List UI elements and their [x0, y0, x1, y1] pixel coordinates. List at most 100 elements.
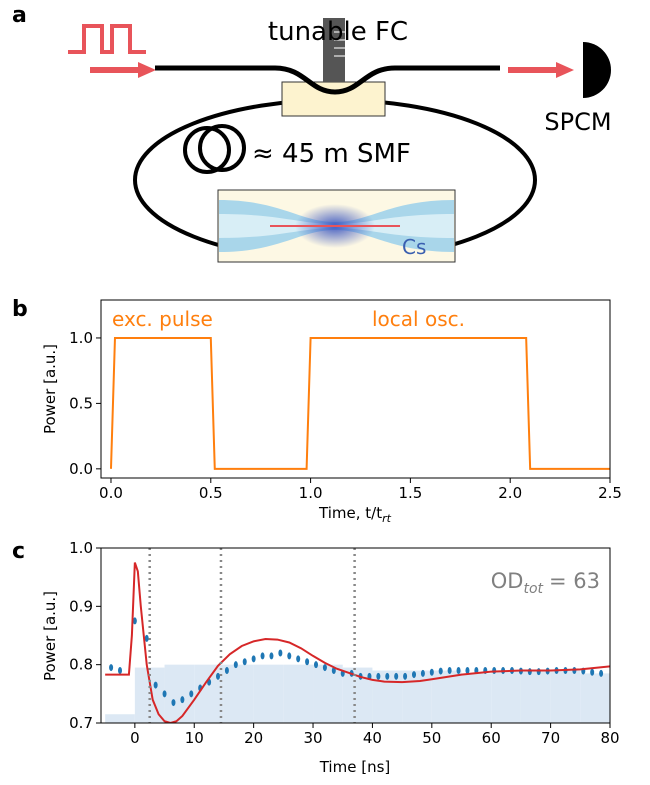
x-tick-label: 1.0 [299, 484, 323, 502]
x-tick-label: 40 [363, 729, 382, 747]
data-point [180, 696, 185, 704]
data-point [171, 699, 176, 707]
y-tick-label: 1.0 [69, 329, 93, 347]
data-point [251, 655, 256, 663]
data-point [420, 669, 425, 677]
data-point [305, 658, 310, 666]
data-line [105, 562, 610, 723]
data-point [224, 667, 229, 674]
y-tick-label: 0.9 [69, 597, 93, 615]
data-point [132, 617, 137, 625]
data-line [109, 336, 610, 470]
data-point [287, 652, 292, 660]
data-point [314, 661, 319, 669]
data-point [536, 668, 541, 676]
x-tick-label: 60 [482, 729, 501, 747]
data-point [322, 664, 327, 672]
data-point [429, 668, 434, 676]
data-point [233, 661, 238, 669]
x-axis-label-sub: rt [382, 512, 392, 525]
data-point [438, 667, 443, 675]
data-point [162, 690, 167, 698]
setup-diagram: a tunable FC SPCM ≈ 45 m SMF Cs [12, 3, 612, 263]
y-tick-label: 0.8 [69, 656, 93, 674]
data-point [296, 655, 301, 663]
data-point [590, 668, 595, 676]
y-tick-label: 0.7 [69, 714, 93, 732]
pulse-icon [68, 24, 146, 54]
panel-label: a [12, 3, 27, 28]
annotation: exc. pulse [112, 307, 213, 331]
y-tick-label: 1.0 [69, 539, 93, 557]
coupler [281, 81, 386, 117]
y-tick-label: 0.5 [69, 394, 93, 412]
data-point [153, 681, 158, 689]
x-axis-label: Time [ns] [319, 758, 391, 776]
data-point [403, 672, 408, 680]
data-point [599, 669, 604, 677]
y-tick-label: 0.0 [69, 460, 93, 478]
data-point [109, 664, 114, 672]
detector [583, 42, 611, 98]
data-point [394, 672, 399, 680]
axes-frame [100, 299, 611, 479]
panel-label: c [12, 539, 25, 564]
histogram-bar [520, 670, 551, 723]
data-point [118, 667, 123, 674]
histogram-bar [491, 670, 521, 723]
histogram-bar [283, 664, 314, 723]
x-tick-label: 2.5 [598, 484, 622, 502]
atoms-label: Cs [402, 235, 426, 259]
detector-label: SPCM [544, 108, 611, 136]
data-point [269, 652, 274, 660]
arrow-head [556, 62, 574, 78]
x-tick-label: 70 [541, 729, 560, 747]
arrow-head [138, 62, 156, 78]
data-point [527, 668, 532, 676]
data-point [278, 649, 283, 657]
annotation: ODtot = 63 [491, 569, 600, 597]
histogram-bar [580, 673, 610, 723]
histogram-bar [253, 664, 284, 723]
fiber [155, 65, 500, 95]
histogram-bar [105, 714, 135, 723]
annotation-rest: = 63 [549, 569, 600, 593]
x-tick-label: 2.0 [498, 484, 522, 502]
panel-label: b [12, 297, 28, 322]
annotation: local osc. [372, 307, 465, 331]
x-axis-label: Time, t/trt [318, 504, 392, 525]
histogram-bar [223, 664, 254, 723]
data-point [385, 672, 390, 680]
fiber-coil [198, 124, 246, 172]
tuner-stripes [334, 31, 345, 57]
x-tick-label: 50 [422, 729, 441, 747]
data-point [465, 667, 470, 674]
data-point [376, 672, 381, 680]
x-tick-label: 0 [130, 729, 140, 747]
x-tick-label: 30 [303, 729, 322, 747]
axes-frame [100, 547, 611, 724]
data-point [412, 671, 417, 679]
x-tick-label: 80 [600, 729, 619, 747]
x-tick-label: 10 [185, 729, 204, 747]
data-point [456, 667, 461, 674]
data-point [216, 672, 221, 680]
x-tick-label: 20 [244, 729, 263, 747]
x-axis-label-text: Time, t/t [318, 504, 382, 522]
coupler-label: tunable FC [268, 17, 408, 47]
annotation-sub: tot [523, 581, 543, 597]
plot-area [105, 548, 610, 723]
x-tick-label: 0.0 [99, 484, 123, 502]
fiber-coil [183, 126, 231, 174]
fiber-label: ≈ 45 m SMF [252, 139, 411, 169]
annotation-text: OD [491, 569, 524, 593]
data-point [447, 667, 452, 674]
data-point [144, 634, 149, 642]
histogram-bar [550, 670, 581, 723]
x-tick-label: 1.5 [398, 484, 422, 502]
histogram-bar [461, 673, 492, 723]
data-point [260, 652, 265, 660]
y-axis-label: Power [a.u.] [41, 344, 59, 434]
data-point [242, 658, 247, 666]
